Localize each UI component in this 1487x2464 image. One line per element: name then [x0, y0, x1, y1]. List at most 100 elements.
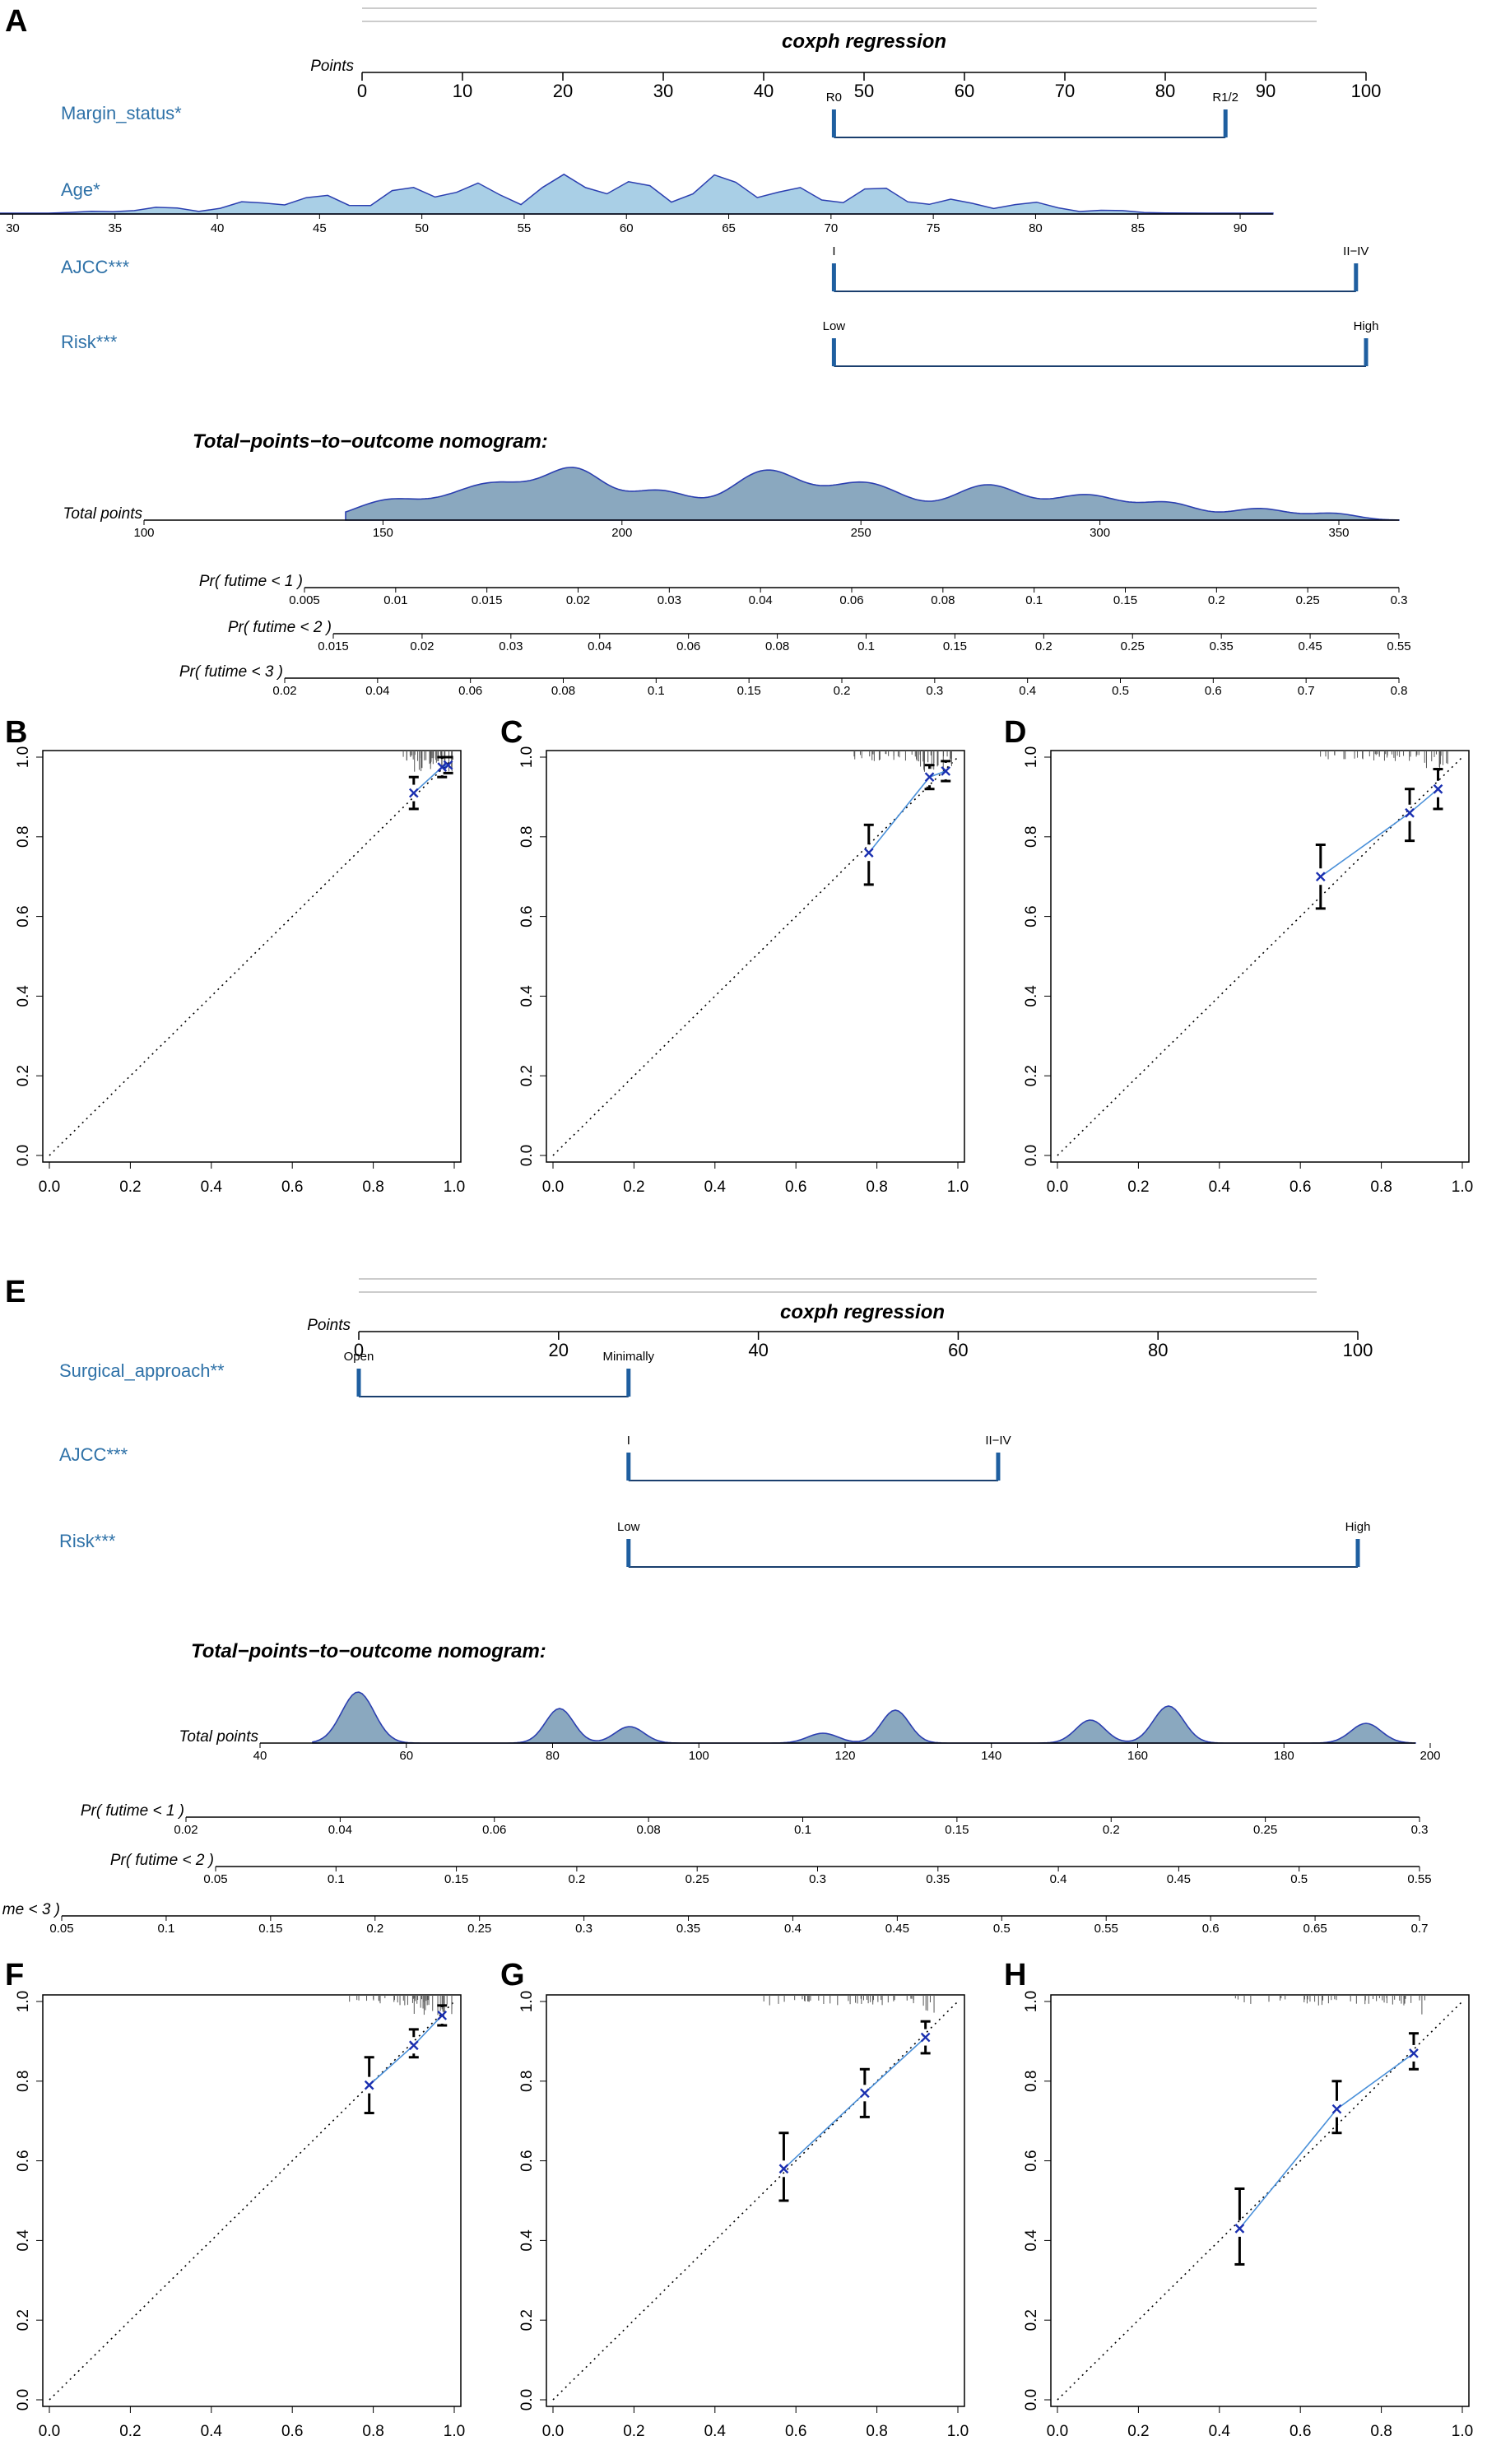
- probability-tick-label: 0.06: [482, 1823, 506, 1837]
- probability-tick-label: 0.1: [157, 1922, 174, 1936]
- calibration-point: [1409, 2048, 1419, 2058]
- panel-label-E: E: [5, 1275, 26, 1309]
- probability-tick-label: 0.01: [383, 593, 407, 607]
- plot-frame: [546, 1994, 965, 2407]
- probability-tick-label: 0.55: [1407, 1872, 1431, 1886]
- level-label: I: [832, 244, 835, 258]
- y-tick-label: 0.4: [1023, 985, 1040, 1007]
- x-tick-label: 0.4: [1209, 1179, 1231, 1196]
- probability-tick-label: 0.7: [1411, 1922, 1429, 1936]
- reference-diagonal: [552, 2001, 959, 2401]
- total-points-density: [345, 467, 1400, 521]
- probability-label: Pr( futime < 1 ): [199, 573, 303, 590]
- probability-tick-label: 0.2: [568, 1872, 585, 1886]
- points-tick-label: 70: [1055, 81, 1075, 101]
- probability-tick-label: 0.05: [49, 1922, 73, 1936]
- x-tick-label: 0.4: [704, 1179, 727, 1196]
- probability-tick-label: 0.015: [472, 593, 503, 607]
- probability-tick-label: 0.02: [272, 684, 296, 698]
- calibration-point: [437, 2011, 448, 2020]
- calibration-point: [941, 766, 951, 776]
- probability-tick-label: 0.03: [499, 639, 523, 653]
- probability-tick-label: 0.02: [410, 639, 434, 653]
- y-tick-label: 1.0: [1023, 1991, 1040, 2012]
- probability-tick-label: 0.45: [1298, 639, 1322, 653]
- probability-tick-label: 0.15: [444, 1872, 468, 1886]
- calibration-point: [924, 772, 935, 783]
- probability-tick-label: 0.6: [1205, 684, 1222, 698]
- panel-label-C: C: [500, 715, 523, 750]
- level-label: Low: [823, 319, 846, 333]
- probability-tick-label: 0.15: [945, 1823, 969, 1837]
- points-tick-label: 80: [1155, 81, 1175, 101]
- y-tick-label: 0.0: [518, 1145, 536, 1166]
- x-tick-label: 0.0: [1047, 1179, 1068, 1196]
- x-tick-label: 0.0: [1047, 2423, 1068, 2440]
- points-tick-label: 20: [549, 1340, 569, 1360]
- level-label: R1/2: [1212, 91, 1238, 105]
- x-tick-label: 0.6: [281, 1179, 303, 1196]
- y-tick-label: 0.6: [518, 905, 536, 927]
- probability-tick-label: 0.6: [1202, 1922, 1220, 1936]
- y-tick-label: 0.8: [1023, 826, 1040, 848]
- probability-tick-label: 0.08: [931, 593, 955, 607]
- x-tick-label: 0.4: [1209, 2423, 1231, 2440]
- x-tick-label: 0.0: [39, 1179, 60, 1196]
- x-tick-label: 0.6: [281, 2423, 303, 2440]
- probability-tick-label: 0.06: [839, 593, 863, 607]
- probability-tick-label: 0.35: [926, 1872, 950, 1886]
- calibration-point: [778, 2164, 789, 2174]
- x-tick-label: 1.0: [1452, 2423, 1473, 2440]
- total-points-label: Total points: [179, 1728, 259, 1746]
- plot-frame: [1050, 750, 1470, 1163]
- probability-tick-label: 0.25: [1253, 1823, 1277, 1837]
- y-tick-label: 0.6: [518, 2150, 536, 2171]
- probability-tick-label: 0.65: [1303, 1922, 1327, 1936]
- calibration-plot-C: 0.0 0.2 0.4 0.6 0.8 1.0 0.0 0.2 0.4 0.6 0.8 1.0: [518, 746, 969, 1196]
- calibration-point: [437, 762, 448, 772]
- x-tick-label: 0.8: [362, 1179, 383, 1196]
- probability-tick-label: 0.2: [1208, 593, 1225, 607]
- probability-tick-label: 0.4: [1019, 684, 1036, 698]
- y-tick-label: 0.8: [1023, 2071, 1040, 2092]
- total-tick-label: 100: [689, 1749, 709, 1763]
- calibration-line: [1238, 2053, 1415, 2229]
- probability-tick-label: 0.08: [637, 1823, 661, 1837]
- x-tick-label: 0.8: [866, 1179, 887, 1196]
- y-tick-label: 0.2: [518, 2309, 536, 2331]
- points-tick-label: 100: [1351, 81, 1382, 101]
- x-tick-label: 0.4: [704, 2423, 727, 2440]
- y-tick-label: 0.0: [15, 1145, 32, 1166]
- total-tick-label: 250: [851, 526, 871, 540]
- age-density: [0, 173, 1274, 215]
- probability-tick-label: 0.08: [551, 684, 575, 698]
- probability-label: Pr( futime < 1 ): [81, 1802, 184, 1820]
- probability-tick-label: 0.45: [1167, 1872, 1191, 1886]
- panel-label-H: H: [1004, 1958, 1026, 1992]
- calibration-point: [1234, 2224, 1245, 2234]
- probability-tick-label: 0.8: [1391, 684, 1408, 698]
- x-tick-label: 0.8: [1370, 1179, 1392, 1196]
- y-tick-label: 0.8: [518, 826, 536, 848]
- probability-tick-label: 0.015: [318, 639, 349, 653]
- x-tick-label: 1.0: [1452, 1179, 1473, 1196]
- x-tick-label: 0.8: [866, 2423, 887, 2440]
- variable-label: Surgical_approach**: [59, 1360, 225, 1381]
- x-tick-label: 0.4: [201, 2423, 223, 2440]
- y-tick-label: 1.0: [15, 1991, 32, 2012]
- x-tick-label: 0.4: [201, 1179, 223, 1196]
- y-tick-label: 0.2: [1023, 2309, 1040, 2331]
- total-tick-label: 80: [546, 1749, 560, 1763]
- probability-tick-label: 0.2: [1035, 639, 1053, 653]
- age-tick-label: 50: [415, 221, 429, 235]
- probability-tick-label: 0.1: [648, 684, 665, 698]
- level-label: II−IV: [1343, 244, 1369, 258]
- level-label: R0: [826, 91, 842, 105]
- y-tick-label: 0.4: [15, 2229, 32, 2252]
- y-tick-label: 0.0: [15, 2389, 32, 2411]
- reference-diagonal: [1057, 2001, 1463, 2401]
- y-tick-label: 1.0: [15, 746, 32, 768]
- panel-label-F: F: [5, 1958, 24, 1992]
- total-title: Total−points−to−outcome nomogram:: [191, 1640, 546, 1662]
- y-tick-label: 1.0: [1023, 746, 1040, 768]
